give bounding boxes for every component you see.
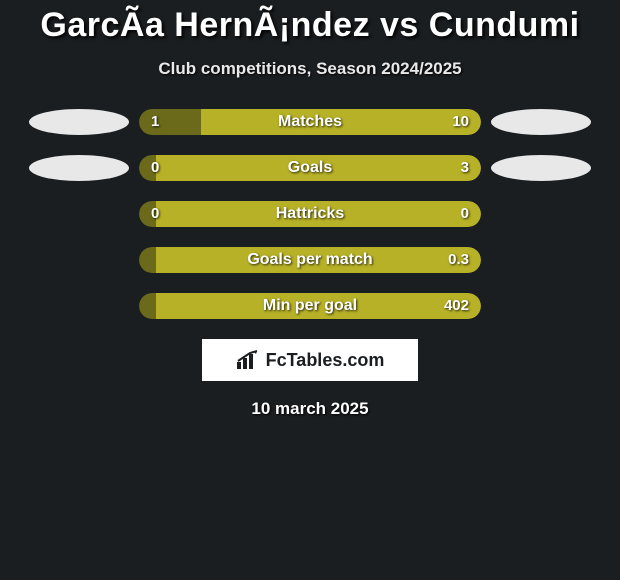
- player-right-ellipse: [491, 109, 591, 135]
- stat-row: 402Min per goal: [0, 293, 620, 319]
- player-right-ellipse: [491, 155, 591, 181]
- stat-bar: 03Goals: [139, 155, 481, 181]
- stat-bar: 0.3Goals per match: [139, 247, 481, 273]
- brand-text: FcTables.com: [266, 350, 385, 371]
- page-subtitle: Club competitions, Season 2024/2025: [0, 59, 620, 79]
- player-left-ellipse: [29, 201, 129, 227]
- stat-label: Min per goal: [139, 293, 481, 319]
- date-text: 10 march 2025: [0, 399, 620, 419]
- stat-row: 03Goals: [0, 155, 620, 181]
- bar-chart-icon: [236, 350, 260, 370]
- stat-bar: 402Min per goal: [139, 293, 481, 319]
- stat-row: 0.3Goals per match: [0, 247, 620, 273]
- brand-badge[interactable]: FcTables.com: [202, 339, 418, 381]
- player-left-ellipse: [29, 109, 129, 135]
- player-right-ellipse: [491, 293, 591, 319]
- stat-row: 00Hattricks: [0, 201, 620, 227]
- player-left-ellipse: [29, 293, 129, 319]
- stat-label: Hattricks: [139, 201, 481, 227]
- comparison-card: GarcÃ­a HernÃ¡ndez vs Cundumi Club compe…: [0, 0, 620, 419]
- stat-label: Matches: [139, 109, 481, 135]
- stat-row: 110Matches: [0, 109, 620, 135]
- player-right-ellipse: [491, 247, 591, 273]
- stat-label: Goals: [139, 155, 481, 181]
- player-right-ellipse: [491, 201, 591, 227]
- stat-chart: 110Matches 03Goals 00Hattricks 0.3Goals per…: [0, 109, 620, 319]
- stat-label: Goals per match: [139, 247, 481, 273]
- player-left-ellipse: [29, 155, 129, 181]
- stat-bar: 110Matches: [139, 109, 481, 135]
- stat-bar: 00Hattricks: [139, 201, 481, 227]
- page-title: GarcÃ­a HernÃ¡ndez vs Cundumi: [0, 6, 620, 45]
- player-left-ellipse: [29, 247, 129, 273]
